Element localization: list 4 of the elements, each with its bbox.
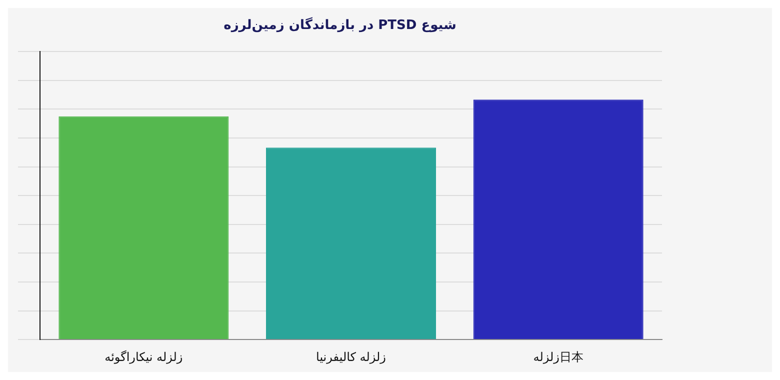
x-tick-label: زلزله نیکاراگوئه <box>104 350 183 364</box>
x-tick-label: زلزله日本 <box>533 350 584 364</box>
x-tick-label: زلزله کالیفرنیا <box>316 350 386 364</box>
chart-title: در بازماندگان زمین‌لرزه PTSD شیوع <box>224 17 456 34</box>
